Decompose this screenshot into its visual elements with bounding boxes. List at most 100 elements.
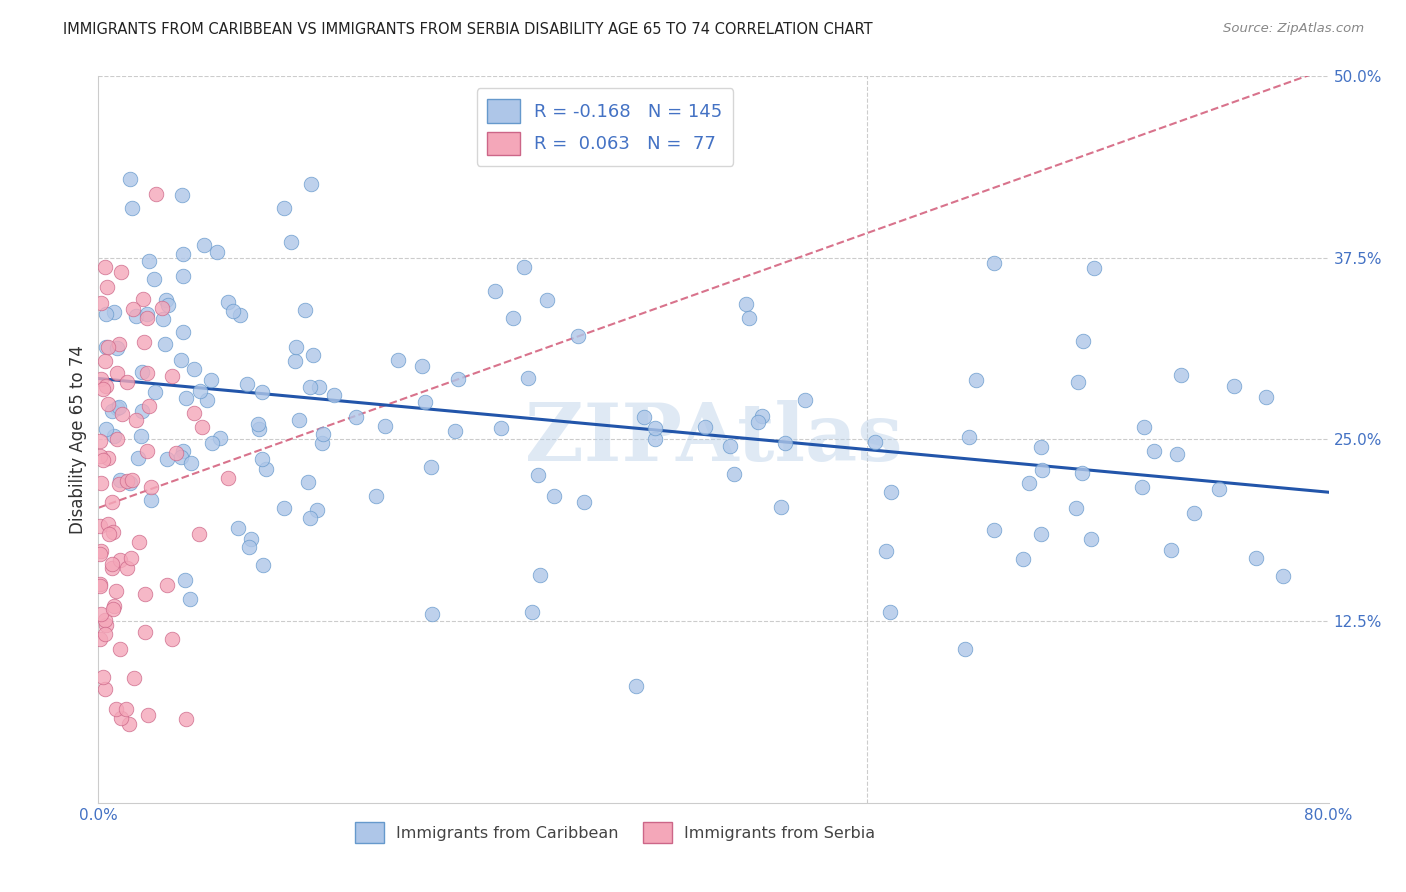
Point bbox=[143, 385, 166, 400]
Point bbox=[517, 371, 540, 385]
Point bbox=[105, 341, 128, 355]
Point bbox=[208, 431, 231, 445]
Point bbox=[285, 340, 308, 354]
Point bbox=[90, 371, 112, 385]
Point bbox=[103, 599, 125, 613]
Point bbox=[633, 410, 655, 425]
Point bbox=[217, 295, 239, 310]
Point bbox=[527, 468, 550, 483]
Point bbox=[136, 444, 159, 458]
Point bbox=[108, 553, 131, 567]
Point bbox=[875, 544, 897, 558]
Point bbox=[172, 325, 194, 339]
Point bbox=[180, 456, 202, 470]
Point bbox=[522, 605, 544, 619]
Point bbox=[1031, 463, 1053, 477]
Point bbox=[93, 613, 115, 627]
Point bbox=[90, 296, 112, 310]
Point bbox=[139, 492, 162, 507]
Point bbox=[110, 711, 132, 725]
Point bbox=[572, 494, 595, 508]
Text: Source: ZipAtlas.com: Source: ZipAtlas.com bbox=[1223, 22, 1364, 36]
Point bbox=[1130, 479, 1153, 493]
Point bbox=[747, 415, 769, 429]
Point bbox=[366, 489, 388, 503]
Point bbox=[1244, 550, 1267, 565]
Point bbox=[138, 400, 160, 414]
Point bbox=[294, 302, 316, 317]
Point bbox=[103, 429, 125, 443]
Point bbox=[1012, 552, 1035, 566]
Point bbox=[94, 681, 117, 696]
Point bbox=[115, 560, 138, 574]
Point bbox=[252, 558, 274, 573]
Point bbox=[191, 420, 214, 434]
Point bbox=[91, 453, 114, 467]
Point bbox=[93, 670, 115, 684]
Point bbox=[1071, 334, 1094, 348]
Point bbox=[155, 293, 177, 307]
Point bbox=[250, 385, 273, 400]
Point bbox=[567, 329, 589, 343]
Point bbox=[115, 701, 138, 715]
Point bbox=[152, 312, 174, 326]
Point bbox=[97, 527, 120, 541]
Point bbox=[1018, 475, 1040, 490]
Point bbox=[110, 265, 132, 279]
Point bbox=[312, 426, 335, 441]
Point bbox=[794, 392, 817, 407]
Point bbox=[222, 304, 245, 318]
Point bbox=[142, 271, 165, 285]
Point bbox=[110, 407, 132, 421]
Point bbox=[502, 310, 524, 325]
Point bbox=[135, 307, 157, 321]
Point bbox=[723, 467, 745, 481]
Point bbox=[134, 586, 156, 600]
Point bbox=[97, 397, 120, 411]
Point bbox=[644, 432, 666, 446]
Point bbox=[120, 476, 142, 491]
Point bbox=[157, 298, 180, 312]
Point bbox=[174, 391, 197, 405]
Point bbox=[160, 632, 183, 647]
Point bbox=[284, 353, 307, 368]
Point bbox=[735, 297, 758, 311]
Point bbox=[188, 527, 211, 541]
Point bbox=[174, 712, 197, 726]
Point bbox=[90, 607, 112, 621]
Point bbox=[131, 365, 153, 379]
Point bbox=[110, 641, 132, 656]
Point bbox=[1029, 441, 1052, 455]
Point bbox=[160, 369, 183, 384]
Point bbox=[136, 708, 159, 723]
Text: ZIPAtlas: ZIPAtlas bbox=[524, 401, 903, 478]
Point bbox=[89, 434, 111, 448]
Point bbox=[101, 525, 124, 540]
Point bbox=[183, 362, 205, 376]
Point bbox=[489, 421, 512, 435]
Point bbox=[127, 450, 149, 465]
Point bbox=[165, 446, 187, 460]
Point bbox=[413, 394, 436, 409]
Point bbox=[120, 172, 142, 186]
Point bbox=[879, 606, 901, 620]
Point bbox=[105, 432, 128, 446]
Point bbox=[1166, 446, 1188, 460]
Point bbox=[94, 379, 117, 393]
Point bbox=[134, 624, 156, 639]
Point bbox=[170, 353, 193, 368]
Point bbox=[121, 473, 143, 487]
Point bbox=[101, 602, 124, 616]
Point bbox=[773, 435, 796, 450]
Point bbox=[94, 307, 117, 321]
Point bbox=[273, 201, 295, 215]
Point bbox=[103, 305, 125, 319]
Point bbox=[108, 400, 131, 414]
Point bbox=[863, 434, 886, 449]
Point bbox=[288, 413, 311, 427]
Point bbox=[104, 702, 127, 716]
Text: IMMIGRANTS FROM CARIBBEAN VS IMMIGRANTS FROM SERBIA DISABILITY AGE 65 TO 74 CORR: IMMIGRANTS FROM CARIBBEAN VS IMMIGRANTS … bbox=[63, 22, 873, 37]
Point bbox=[172, 247, 194, 261]
Point bbox=[302, 348, 325, 362]
Point bbox=[529, 567, 551, 582]
